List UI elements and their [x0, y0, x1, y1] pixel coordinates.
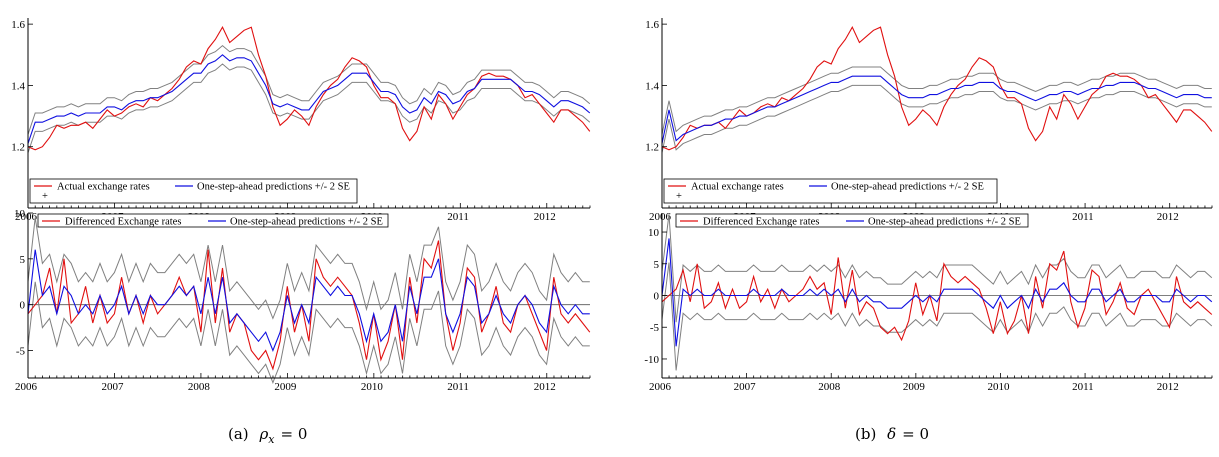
x-tick-label: 2007 [734, 381, 757, 393]
legend: Differenced Exchange rates One-step-ahead… [675, 213, 1029, 228]
upper-band-line [27, 217, 590, 320]
legend-box [29, 178, 358, 204]
y-tick-label: 10 [14, 208, 26, 220]
x-tick-label: 2007 [101, 381, 124, 393]
legend-actual-label: Actual exchange rates [691, 182, 784, 193]
x-tick-label: 2009 [274, 381, 297, 393]
y-tick-label: 0 [654, 291, 660, 303]
panel-b-top: 20062007200820092010201120121.21.41.6Act… [645, 18, 1213, 223]
prediction-series-line [27, 54, 591, 144]
x-tick-label: 2012 [1157, 381, 1179, 393]
caption-a-label: (a) [228, 425, 249, 443]
actual-series-line [27, 240, 591, 371]
y-tick-label: 1.6 [11, 19, 25, 31]
caption-b-label: (b) [855, 425, 876, 443]
x-tick-label: 2008 [188, 381, 211, 393]
panel-a-top: 20062007200820092010201120121.21.41.6Act… [11, 18, 591, 223]
x-tick-label: 2011 [1072, 381, 1094, 393]
legend-prediction-label: One-step-ahead predictions +/- 2 SE [868, 217, 1021, 228]
panel-a-bottom: 2006 2007 2008 2009 2010 2011 2012 -5 0 5 10 Differ… [14, 208, 591, 393]
lower-band-line [661, 262, 1213, 371]
legend-actual-label: Differenced Exchange rates [65, 217, 181, 228]
legend-box [663, 178, 998, 204]
caption-b: (b) δ = 0 [855, 425, 929, 443]
y-tick-label: 5 [20, 254, 26, 266]
legend-prediction-label: One-step-ahead predictions +/- 2 SE [197, 182, 350, 193]
y-tick-label: 5 [654, 259, 660, 271]
x-tick-label: 2010 [361, 381, 384, 393]
x-tick-label: 2012 [534, 381, 556, 393]
legend: Differenced Exchange rates One-step-ahead… [37, 213, 389, 228]
upper-band-line [661, 66, 1212, 135]
y-tick-label: -5 [16, 346, 26, 358]
legend-prediction-label: One-step-ahead predictions +/- 2 SE [230, 217, 383, 228]
y-tick-label: -5 [650, 322, 660, 334]
y-tick-label: -10 [644, 354, 659, 366]
legend-actual-label: Differenced Exchange rates [703, 217, 819, 228]
upper-band-line [661, 214, 1213, 323]
x-tick-label: 2008 [818, 381, 841, 393]
caption-a-rhs: = 0 [280, 425, 307, 443]
lower-band-line [27, 281, 590, 384]
caption-a: (a) ρx = 0 [228, 425, 307, 446]
x-tick-label: 2011 [1072, 211, 1094, 223]
panel-b-bottom: 2006 2007 2008 2009 2010 2011 2012 -10 -5 0 5 10 Dif… [644, 213, 1213, 393]
prediction-series-line [661, 238, 1213, 347]
x-tick-label: 2012 [534, 211, 556, 223]
x-tick-label: 2012 [1157, 211, 1179, 223]
x-tick-label: 2009 [903, 381, 926, 393]
y-tick-label: 1.4 [11, 80, 25, 92]
x-tick-label: 2011 [447, 381, 469, 393]
x-tick-label: 2006 [15, 211, 38, 223]
legend-actual-label: Actual exchange rates [57, 182, 150, 193]
legend: Actual exchange rates One-step-ahead pred… [29, 178, 358, 204]
legend-plus-marker: + [676, 191, 682, 202]
legend-plus-marker: + [42, 191, 48, 202]
y-tick-label: 1.6 [645, 19, 659, 31]
caption-b-rhs: = 0 [902, 425, 929, 443]
lower-band-line [661, 84, 1212, 153]
actual-series-line [661, 250, 1213, 342]
x-tick-label: 2010 [987, 381, 1010, 393]
prediction-series-line [27, 249, 590, 353]
caption-b-symbol: δ [887, 425, 896, 443]
legend-prediction-label: One-step-ahead predictions +/- 2 SE [831, 182, 984, 193]
x-tick-label: 2006 [649, 211, 672, 223]
y-tick-label: 1.2 [11, 142, 25, 154]
caption-a-sub: x [268, 433, 275, 446]
y-tick-label: 10 [648, 227, 660, 239]
lower-band-line [27, 63, 591, 153]
x-tick-label: 2006 [649, 381, 672, 393]
y-tick-label: 0 [20, 300, 26, 312]
caption-a-symbol: ρ [258, 425, 268, 443]
legend: Actual exchange rates One-step-ahead pred… [663, 178, 998, 204]
actual-series-line [27, 26, 591, 151]
x-tick-label: 2011 [447, 211, 469, 223]
prediction-series-line [661, 75, 1212, 144]
actual-series-line [661, 26, 1213, 151]
y-tick-label: 1.2 [645, 142, 659, 154]
upper-band-line [27, 44, 591, 135]
x-tick-label: 2006 [15, 381, 38, 393]
y-tick-label: 1.4 [645, 80, 659, 92]
